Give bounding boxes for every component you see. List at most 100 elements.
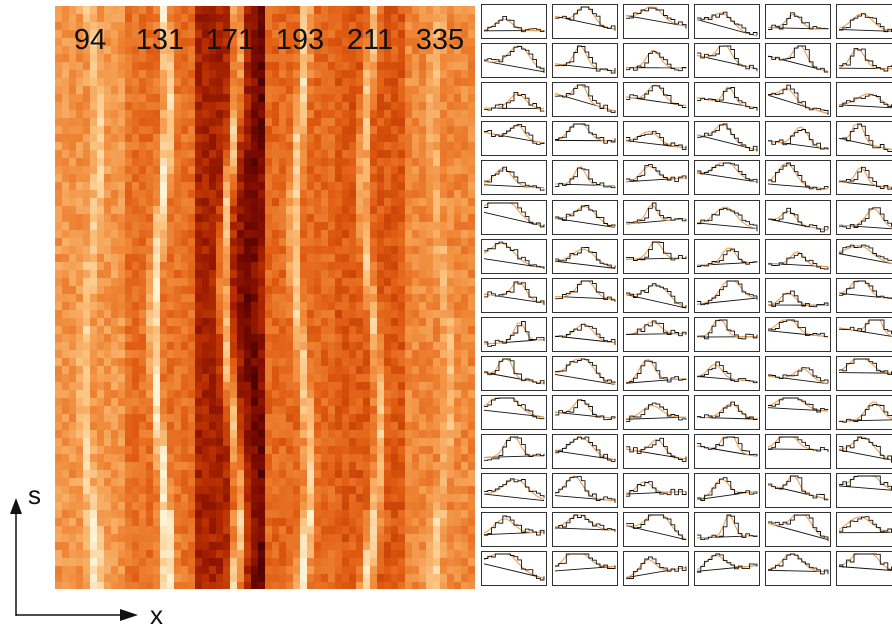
fit-panel <box>481 317 547 352</box>
strip-335-label: 335 <box>405 24 475 57</box>
fitted-profile <box>555 359 615 384</box>
fit-panel-plot <box>553 396 617 429</box>
fit-panel <box>765 434 831 469</box>
observed-profile <box>697 124 757 152</box>
fit-panel <box>694 4 760 39</box>
fitted-profile <box>768 515 828 539</box>
fit-panel-plot <box>837 44 892 77</box>
fit-panel <box>836 551 892 586</box>
fit-panel-plot <box>766 474 830 507</box>
strip-335: 335 <box>405 6 475 589</box>
fit-panel-plot <box>766 396 830 429</box>
fit-panel-plot <box>482 552 546 585</box>
fit-panel <box>765 160 831 195</box>
background-line <box>555 218 615 227</box>
fit-panel-plot <box>766 240 830 273</box>
x-axis-label: x <box>150 600 163 631</box>
fit-panel-plot <box>482 201 546 234</box>
fit-panel-plot <box>695 161 759 194</box>
fit-panel <box>694 160 760 195</box>
fit-panel <box>552 4 618 39</box>
fit-panel <box>623 278 689 313</box>
fit-panel <box>552 551 618 586</box>
fit-panel-plot <box>482 318 546 351</box>
strip-211: 211 <box>335 6 405 589</box>
fit-panel-plot <box>553 474 617 507</box>
fit-panel-plot <box>766 5 830 38</box>
fit-panel-plot <box>837 474 892 507</box>
background-line <box>839 105 892 108</box>
fit-panel-plot <box>695 357 759 390</box>
fit-panel <box>552 121 618 156</box>
fitted-profile <box>697 480 757 500</box>
fitted-profile <box>555 324 615 343</box>
fit-panel <box>623 160 689 195</box>
fit-panel-plot <box>766 357 830 390</box>
observed-profile <box>626 438 686 461</box>
observed-profile <box>697 478 757 501</box>
fit-panel <box>765 278 831 313</box>
fitted-profile <box>697 207 757 228</box>
fitted-profile <box>768 476 828 499</box>
fit-panel <box>694 121 760 156</box>
observed-profile <box>768 320 828 337</box>
fitted-profile <box>839 517 892 532</box>
fit-panel <box>552 239 618 274</box>
fit-panel <box>694 239 760 274</box>
fitted-profile <box>555 85 615 111</box>
fit-panel-plot <box>695 318 759 351</box>
observed-profile <box>768 291 828 307</box>
fit-panel-plot <box>837 5 892 38</box>
fit-panel <box>481 434 547 469</box>
fit-panel <box>623 356 689 391</box>
fit-panel <box>836 121 892 156</box>
fit-panel <box>552 43 618 78</box>
fit-panel <box>623 317 689 352</box>
background-line <box>555 451 615 460</box>
fit-panel <box>694 356 760 391</box>
background-line <box>484 61 544 72</box>
fit-panel-plot <box>553 240 617 273</box>
fit-panel <box>623 239 689 274</box>
fit-panel-plot <box>553 435 617 468</box>
fit-panel-plot <box>766 513 830 546</box>
fit-panel-plot <box>837 318 892 351</box>
fit-panel <box>481 239 547 274</box>
observed-profile <box>484 47 544 73</box>
fit-panel-plot <box>695 5 759 38</box>
fit-panel-plot <box>695 201 759 234</box>
observed-profile <box>484 321 544 346</box>
fitted-profile <box>555 206 615 227</box>
fit-panel <box>481 121 547 156</box>
fit-panel <box>765 121 831 156</box>
observed-profile <box>697 320 757 339</box>
fit-panel-plot <box>837 435 892 468</box>
background-line <box>484 410 544 417</box>
fit-panel-plot <box>624 122 688 155</box>
fitted-profile <box>626 242 686 259</box>
fit-panel <box>481 551 547 586</box>
fit-panel-plot <box>482 5 546 38</box>
observed-profile <box>484 516 544 535</box>
fit-panel <box>552 395 618 430</box>
fit-panel-plot <box>766 44 830 77</box>
fit-panel <box>694 512 760 547</box>
background-line <box>839 372 892 373</box>
fit-panel-plot <box>837 201 892 234</box>
fit-panel <box>765 82 831 117</box>
fitted-profile <box>626 515 686 539</box>
observed-profile <box>697 46 757 71</box>
fit-panel <box>481 160 547 195</box>
fit-panel-plot <box>482 44 546 77</box>
fit-panel <box>552 160 618 195</box>
fit-panel <box>552 473 618 508</box>
observed-profile <box>555 7 615 31</box>
x-arrow-icon <box>120 609 138 621</box>
fit-panel-plot <box>553 122 617 155</box>
background-line <box>626 294 686 307</box>
fit-panel <box>694 473 760 508</box>
fit-panel-plot <box>624 83 688 116</box>
fit-panel <box>836 4 892 39</box>
fit-panel <box>552 356 618 391</box>
background-line <box>555 374 615 384</box>
